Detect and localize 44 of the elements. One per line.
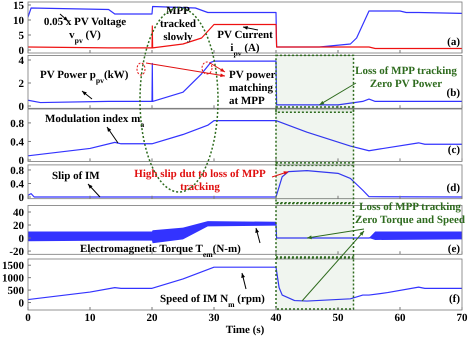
annotation: High slip dut to loss of MPP tracking: [134, 168, 266, 193]
y-tick-label: -20: [9, 246, 24, 258]
y-tick-label: 0.4: [10, 136, 24, 148]
y-tick-label: 4: [18, 54, 24, 67]
x-tick-label: 60: [394, 312, 406, 324]
annotation: (a): [447, 36, 460, 48]
y-tick-label: 15: [13, 0, 24, 12]
annotation: Loss of MPP tracking Zero Torque and Speed: [355, 201, 465, 226]
x-tick-label: 20: [146, 312, 158, 324]
y-tick-label: 10: [13, 14, 24, 27]
series-label: PV Power p$_{pv}$(kW): [40, 69, 129, 84]
y-tick-label: 0: [18, 232, 24, 245]
annotation: (b): [446, 87, 460, 99]
y-tick-label: 0: [18, 44, 24, 57]
y-tick-label: 5: [18, 30, 24, 42]
y-tick-label: 0.8: [10, 118, 24, 130]
y-tick-label: 2: [18, 78, 24, 90]
x-tick-label: 30: [208, 312, 220, 324]
y-tick-label: 0.4: [10, 178, 24, 190]
y-tick-label: 1000: [2, 272, 24, 285]
x-tick-label: 50: [332, 312, 344, 324]
y-tick-label: 0: [18, 100, 24, 113]
annotation: (e): [448, 243, 460, 255]
y-tick-label: 0: [18, 297, 24, 310]
x-tick-label: 10: [84, 312, 96, 324]
y-tick-label: 40: [13, 206, 24, 219]
y-tick-label: 500: [8, 284, 24, 297]
y-tick-label: 0: [18, 154, 24, 167]
annotation: (c): [448, 144, 460, 156]
line-series: [28, 170, 462, 198]
x-tick-label: 40: [270, 312, 282, 324]
line-series: [28, 60, 462, 106]
x-tick-label: 70: [456, 312, 468, 324]
y-tick-label: 1500: [2, 260, 24, 272]
annotation: (d): [446, 182, 460, 194]
y-tick-label: 20: [13, 220, 24, 232]
y-tick-label: 0: [18, 192, 24, 204]
series-label: Electromagnetic Torque T$_{em}$(N-m): [80, 243, 242, 258]
series-label: Speed of IM N$_{m}$ (rpm): [160, 293, 266, 308]
series-label: Slip of IM: [52, 170, 100, 182]
x-axis-title: Time (s): [226, 324, 265, 336]
annotation: PV power matching at MPP: [229, 69, 276, 107]
y-tick-label: 0.8: [10, 164, 24, 177]
annotation: (f): [449, 293, 460, 305]
